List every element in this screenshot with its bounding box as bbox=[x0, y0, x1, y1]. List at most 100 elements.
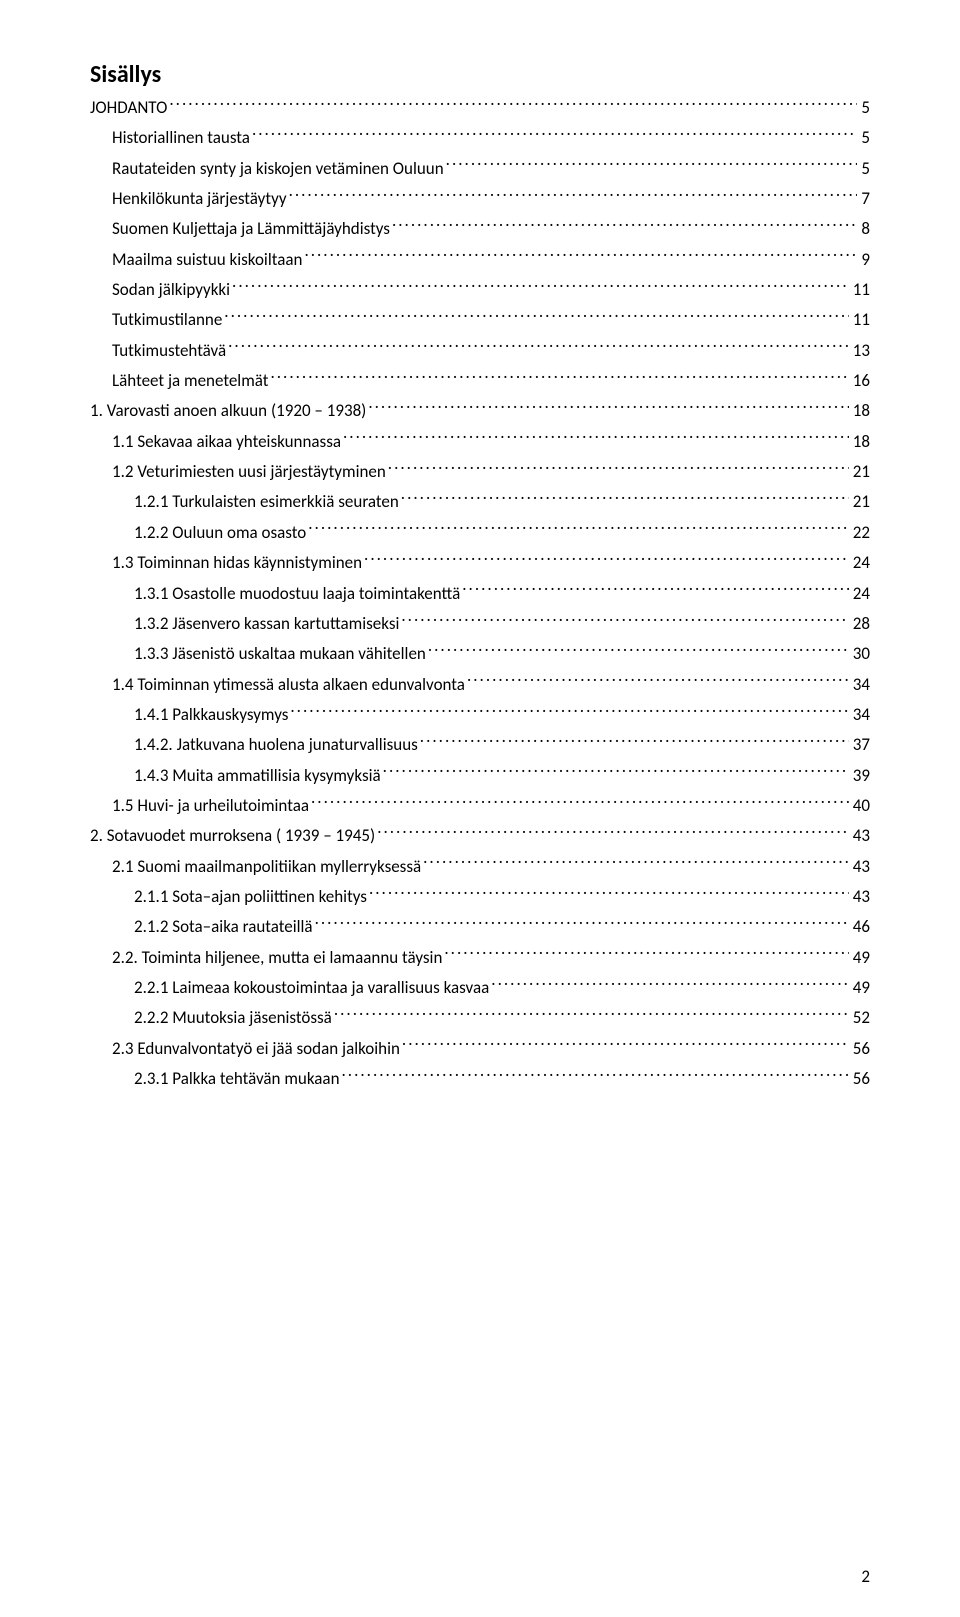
toc-entry[interactable]: JOHDANTO5 bbox=[90, 95, 870, 121]
toc-leader-dots bbox=[369, 885, 849, 902]
toc-entry-label: 1.4.1 Palkkauskysymys bbox=[134, 702, 290, 728]
toc-entry-label: Henkilökunta järjestäytyy bbox=[112, 186, 289, 212]
toc-leader-dots bbox=[289, 187, 858, 204]
toc-entry-page: 49 bbox=[849, 945, 870, 971]
toc-leader-dots bbox=[420, 733, 849, 750]
toc-entry[interactable]: 1.4.2. Jatkuvana huolena junaturvallisuu… bbox=[134, 732, 870, 758]
toc-entry[interactable]: 1.4 Toiminnan ytimessä alusta alkaen edu… bbox=[112, 672, 870, 698]
toc-entry-label: Lähteet ja menetelmät bbox=[112, 368, 270, 394]
table-of-contents: JOHDANTO5 Historiallinen tausta5 Rautateid… bbox=[90, 95, 870, 1092]
toc-entry-page: 34 bbox=[849, 702, 870, 728]
toc-entry[interactable]: 1.2.1 Turkulaisten esimerkkiä seuraten21 bbox=[134, 489, 870, 515]
toc-entry-label: 1.4 Toiminnan ytimessä alusta alkaen edu… bbox=[112, 672, 467, 698]
toc-leader-dots bbox=[491, 976, 848, 993]
toc-entry[interactable]: 1.5 Huvi- ja urheilutoimintaa40 bbox=[112, 793, 870, 819]
toc-entry[interactable]: 1.2 Veturimiesten uusi järjestäytyminen2… bbox=[112, 459, 870, 485]
toc-entry-page: 7 bbox=[857, 186, 870, 212]
toc-entry[interactable]: 1.4.1 Palkkauskysymys 34 bbox=[134, 702, 870, 728]
toc-entry-label: Sodan jälkipyykki bbox=[112, 277, 232, 303]
toc-entry-page: 37 bbox=[849, 732, 870, 758]
toc-entry-page: 9 bbox=[857, 247, 870, 273]
toc-entry[interactable]: 1.3.2 Jäsenvero kassan kartuttamiseksi 28 bbox=[134, 611, 870, 637]
toc-entry[interactable]: 2.2. Toiminta hiljenee, mutta ei lamaann… bbox=[112, 945, 870, 971]
toc-entry-label: 1.4.3 Muita ammatillisia kysymyksiä bbox=[134, 763, 383, 789]
toc-entry-label: Tutkimustilanne bbox=[112, 307, 224, 333]
toc-entry[interactable]: Henkilökunta järjestäytyy 7 bbox=[112, 186, 870, 212]
toc-entry-page: 28 bbox=[849, 611, 870, 637]
toc-leader-dots bbox=[462, 582, 849, 599]
toc-leader-dots bbox=[383, 764, 849, 781]
toc-entry-label: 1.3.1 Osastolle muodostuu laaja toiminta… bbox=[134, 581, 462, 607]
toc-entry-label: 2.2. Toiminta hiljenee, mutta ei lamaann… bbox=[112, 945, 444, 971]
toc-leader-dots bbox=[169, 96, 857, 113]
toc-entry-page: 5 bbox=[857, 95, 870, 121]
toc-entry-page: 11 bbox=[849, 277, 870, 303]
toc-entry[interactable]: 1. Varovasti anoen alkuun (1920 – 1938)1… bbox=[90, 398, 870, 424]
toc-entry-page: 18 bbox=[849, 429, 870, 455]
toc-entry[interactable]: 1.3 Toiminnan hidas käynnistyminen24 bbox=[112, 550, 870, 576]
toc-entry-label: 2.1.2 Sota–aika rautateillä bbox=[134, 914, 315, 940]
toc-leader-dots bbox=[343, 430, 849, 447]
document-page: Sisällys JOHDANTO5Historiallinen tausta5… bbox=[0, 0, 960, 1617]
toc-entry-label: 2.2.2 Muutoksia jäsenistössä bbox=[134, 1005, 334, 1031]
toc-leader-dots bbox=[334, 1006, 849, 1023]
toc-leader-dots bbox=[270, 369, 848, 386]
toc-entry-page: 43 bbox=[849, 884, 870, 910]
toc-entry[interactable]: 2.3 Edunvalvontatyö ei jää sodan jalkoih… bbox=[112, 1036, 870, 1062]
toc-entry-label: 1.3.3 Jäsenistö uskaltaa mukaan vähitell… bbox=[134, 641, 428, 667]
toc-entry-label: 2. Sotavuodet murroksena ( 1939 – 1945) bbox=[90, 823, 377, 849]
toc-entry[interactable]: Sodan jälkipyykki 11 bbox=[112, 277, 870, 303]
toc-leader-dots bbox=[290, 703, 848, 720]
toc-entry-label: 1. Varovasti anoen alkuun (1920 – 1938) bbox=[90, 398, 368, 424]
toc-entry[interactable]: 1.4.3 Muita ammatillisia kysymyksiä39 bbox=[134, 763, 870, 789]
toc-entry-page: 34 bbox=[849, 672, 870, 698]
toc-entry[interactable]: 2.2.2 Muutoksia jäsenistössä52 bbox=[134, 1005, 870, 1031]
toc-entry[interactable]: Historiallinen tausta5 bbox=[112, 125, 870, 151]
toc-entry-page: 11 bbox=[849, 307, 870, 333]
toc-leader-dots bbox=[392, 217, 857, 234]
toc-leader-dots bbox=[342, 1067, 849, 1084]
toc-entry-page: 16 bbox=[849, 368, 870, 394]
toc-entry-label: 1.2.2 Ouluun oma osasto bbox=[134, 520, 308, 546]
toc-entry[interactable]: 1.3.1 Osastolle muodostuu laaja toiminta… bbox=[134, 581, 870, 607]
toc-leader-dots bbox=[315, 915, 849, 932]
toc-leader-dots bbox=[428, 642, 849, 659]
toc-entry[interactable]: 1.1 Sekavaa aikaa yhteiskunnassa18 bbox=[112, 429, 870, 455]
toc-entry[interactable]: Tutkimustehtävä13 bbox=[112, 338, 870, 364]
toc-entry[interactable]: 2.3.1 Palkka tehtävän mukaan56 bbox=[134, 1066, 870, 1092]
toc-leader-dots bbox=[388, 460, 849, 477]
toc-entry[interactable]: 2.1 Suomi maailmanpolitiikan myllerrykse… bbox=[112, 854, 870, 880]
toc-entry-page: 24 bbox=[849, 581, 870, 607]
page-number: 2 bbox=[861, 1566, 870, 1587]
toc-entry-page: 8 bbox=[857, 216, 870, 242]
toc-leader-dots bbox=[364, 551, 849, 568]
toc-entry-label: 1.3 Toiminnan hidas käynnistyminen bbox=[112, 550, 364, 576]
toc-entry-label: 2.1.1 Sota–ajan poliittinen kehitys bbox=[134, 884, 369, 910]
toc-leader-dots bbox=[446, 157, 858, 174]
toc-entry-page: 43 bbox=[849, 823, 870, 849]
toc-entry[interactable]: 1.2.2 Ouluun oma osasto22 bbox=[134, 520, 870, 546]
toc-entry-page: 49 bbox=[849, 975, 870, 1001]
toc-leader-dots bbox=[311, 794, 849, 811]
toc-entry[interactable]: Lähteet ja menetelmät 16 bbox=[112, 368, 870, 394]
toc-entry-label: 2.2.1 Laimeaa kokoustoimintaa ja varalli… bbox=[134, 975, 491, 1001]
toc-leader-dots bbox=[228, 339, 849, 356]
toc-entry-page: 5 bbox=[857, 125, 870, 151]
toc-entry-label: Maailma suistuu kiskoiltaan bbox=[112, 247, 304, 273]
toc-entry[interactable]: Rautateiden synty ja kiskojen vetäminen … bbox=[112, 156, 870, 182]
toc-entry[interactable]: 2.1.2 Sota–aika rautateillä 46 bbox=[134, 914, 870, 940]
toc-leader-dots bbox=[304, 248, 857, 265]
toc-entry[interactable]: Maailma suistuu kiskoiltaan 9 bbox=[112, 247, 870, 273]
toc-entry-label: 1.5 Huvi- ja urheilutoimintaa bbox=[112, 793, 311, 819]
toc-entry-page: 46 bbox=[849, 914, 870, 940]
toc-entry[interactable]: 2.2.1 Laimeaa kokoustoimintaa ja varalli… bbox=[134, 975, 870, 1001]
toc-entry[interactable]: Tutkimustilanne 11 bbox=[112, 307, 870, 333]
toc-entry[interactable]: Suomen Kuljettaja ja Lämmittäjäyhdistys8 bbox=[112, 216, 870, 242]
toc-entry[interactable]: 1.3.3 Jäsenistö uskaltaa mukaan vähitell… bbox=[134, 641, 870, 667]
toc-entry-page: 13 bbox=[849, 338, 870, 364]
toc-entry-label: 1.3.2 Jäsenvero kassan kartuttamiseksi bbox=[134, 611, 401, 637]
toc-entry-page: 21 bbox=[849, 489, 870, 515]
toc-entry-label: 2.3.1 Palkka tehtävän mukaan bbox=[134, 1066, 342, 1092]
toc-entry[interactable]: 2. Sotavuodet murroksena ( 1939 – 1945) 4… bbox=[90, 823, 870, 849]
toc-entry[interactable]: 2.1.1 Sota–ajan poliittinen kehitys 43 bbox=[134, 884, 870, 910]
